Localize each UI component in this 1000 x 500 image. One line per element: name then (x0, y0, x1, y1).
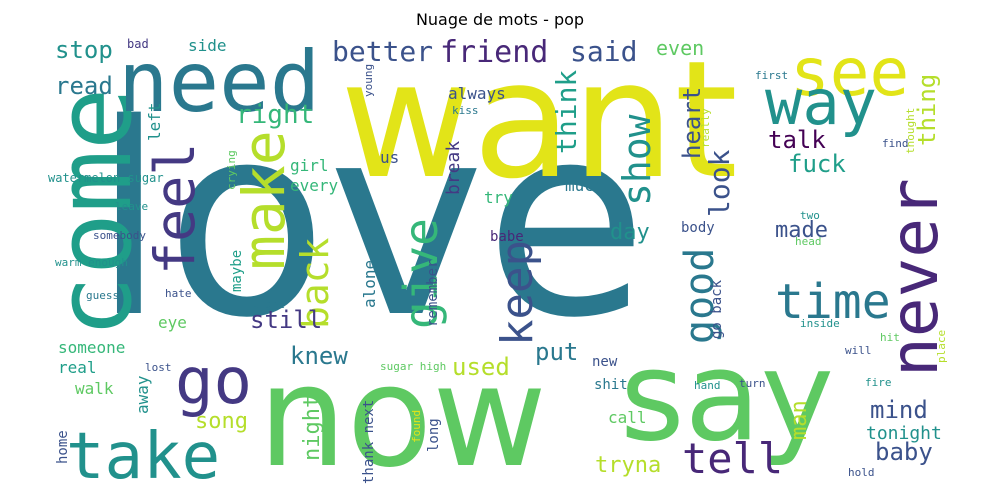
word-kiss: kiss (452, 104, 479, 117)
word-eye: eye (158, 313, 187, 332)
word-hit: hit (880, 331, 900, 344)
word-us: us (380, 148, 400, 167)
word-two: two (800, 209, 820, 222)
word-tell: tell (682, 434, 784, 483)
word-cloud: love want now say come need never see way take go m… (44, 35, 956, 491)
word-need: need (118, 35, 321, 131)
word-stop: stop (55, 36, 113, 64)
word-tryna: tryna (595, 453, 662, 478)
word-hate: hate (165, 287, 192, 300)
word-thank-next: thank next (361, 399, 377, 484)
word-guess: guess (86, 289, 120, 302)
word-call: call (608, 408, 647, 427)
word-babe: babe (490, 229, 524, 245)
word-watermelon-sugar: watermelon sugar (48, 171, 164, 185)
word-even: even (656, 36, 705, 60)
word-now: now (258, 336, 547, 491)
word-right: right (236, 100, 315, 130)
word-used: used (452, 353, 510, 381)
word-talk: talk (768, 126, 826, 154)
word-crying: crying (225, 150, 238, 190)
word-home: home (55, 430, 71, 464)
word-hand: hand (694, 379, 721, 392)
word-really: really (699, 108, 712, 148)
word-left: left (145, 102, 164, 141)
word-much: much (565, 176, 604, 195)
word-long: long (426, 418, 442, 452)
word-fuck: fuck (788, 150, 846, 178)
word-show: show (615, 114, 659, 206)
word-turn: turn (739, 377, 766, 390)
word-thing: thing (913, 73, 941, 146)
word-mind: mind (870, 396, 928, 424)
word-new: new (592, 354, 618, 370)
word-first: first (755, 69, 789, 82)
word-better: better (332, 35, 434, 68)
word-light: light (252, 298, 286, 311)
word-young: young (362, 63, 375, 97)
word-put: put (535, 338, 579, 366)
word-always: always (448, 84, 506, 103)
word-tonight: tonight (866, 423, 942, 444)
word-keep: keep (492, 240, 543, 346)
word-place: place (935, 329, 948, 363)
word-hold: hold (848, 466, 875, 479)
word-night: night (300, 394, 325, 461)
word-warm-enough: warm enough (55, 256, 128, 269)
word-fire: fire (865, 376, 892, 389)
word-remember: remember (425, 259, 441, 327)
word-someone: someone (58, 338, 126, 357)
word-found: found (410, 409, 423, 443)
word-said: said (570, 35, 638, 68)
word-man: man (787, 400, 812, 440)
word-look: look (703, 149, 736, 217)
word-bad: bad (127, 37, 149, 51)
word-shit: shit (594, 377, 628, 393)
word-will: will (845, 344, 872, 357)
word-head: head (795, 235, 822, 248)
word-inside: inside (800, 317, 840, 330)
word-made: made (775, 218, 828, 243)
word-go: go (175, 345, 253, 419)
word-say: say (620, 325, 834, 469)
word-think: think (550, 69, 583, 154)
word-take: take (66, 420, 221, 491)
chart-title: Nuage de mots - pop (415, 10, 585, 29)
word-knew: knew (290, 342, 348, 370)
word-go-back: go back (709, 279, 725, 339)
word-baby: baby (875, 438, 933, 466)
word-try: try (484, 188, 513, 207)
word-sugar-high: sugar high (380, 360, 447, 373)
word-want: want (340, 35, 738, 215)
word-side: side (188, 36, 227, 55)
word-walk: walk (75, 379, 114, 398)
word-every: every (290, 176, 339, 195)
word-song: song (195, 409, 248, 434)
word-see: see (790, 35, 910, 111)
word-somebody: somebody (93, 229, 146, 242)
word-leave: leave (115, 200, 149, 213)
word-maybe: maybe (229, 249, 245, 292)
word-break: break (443, 140, 464, 195)
word-girl: girl (290, 156, 329, 175)
word-still: still (250, 306, 323, 334)
word-way: way (765, 66, 877, 139)
word-alone: alone (360, 259, 379, 308)
word-time: time (775, 274, 891, 330)
word-body: body (681, 220, 715, 236)
word-lost: lost (145, 361, 172, 374)
word-feel: feel (143, 142, 207, 275)
word-day: day (610, 220, 650, 245)
word-away: away (133, 375, 152, 414)
word-love: love (92, 68, 648, 376)
word-find: find (882, 137, 909, 150)
word-friend: friend (440, 35, 549, 70)
word-real: real (58, 358, 97, 377)
word-read: read (55, 72, 113, 100)
